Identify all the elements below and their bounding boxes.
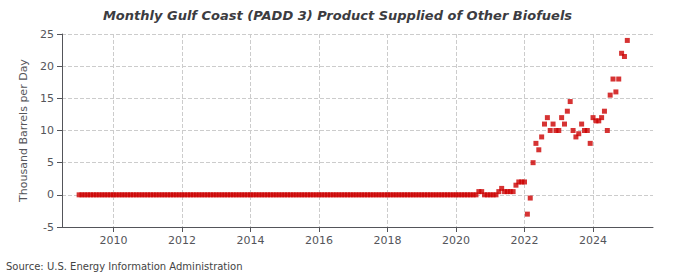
svg-text:25: 25 [40,28,54,41]
svg-text:5: 5 [47,156,54,169]
svg-text:Monthly Gulf Coast (PADD 3) Pr: Monthly Gulf Coast (PADD 3) Product Supp… [103,8,572,23]
svg-text:20: 20 [40,60,54,73]
svg-text:2016: 2016 [305,234,333,247]
svg-text:2014: 2014 [236,234,264,247]
svg-text:10: 10 [40,124,54,137]
svg-text:2020: 2020 [442,234,470,247]
svg-text:2010: 2010 [99,234,127,247]
svg-text:0: 0 [47,188,54,201]
svg-text:2022: 2022 [511,234,539,247]
svg-text:Thousand Barrels per Day: Thousand Barrels per Day [17,59,30,203]
svg-text:2024: 2024 [579,234,607,247]
svg-text:2018: 2018 [373,234,401,247]
svg-text:Source: U.S. Energy Informatio: Source: U.S. Energy Information Administ… [6,261,243,272]
svg-text:15: 15 [40,92,54,105]
svg-text:-5: -5 [43,221,54,234]
svg-text:2012: 2012 [168,234,196,247]
